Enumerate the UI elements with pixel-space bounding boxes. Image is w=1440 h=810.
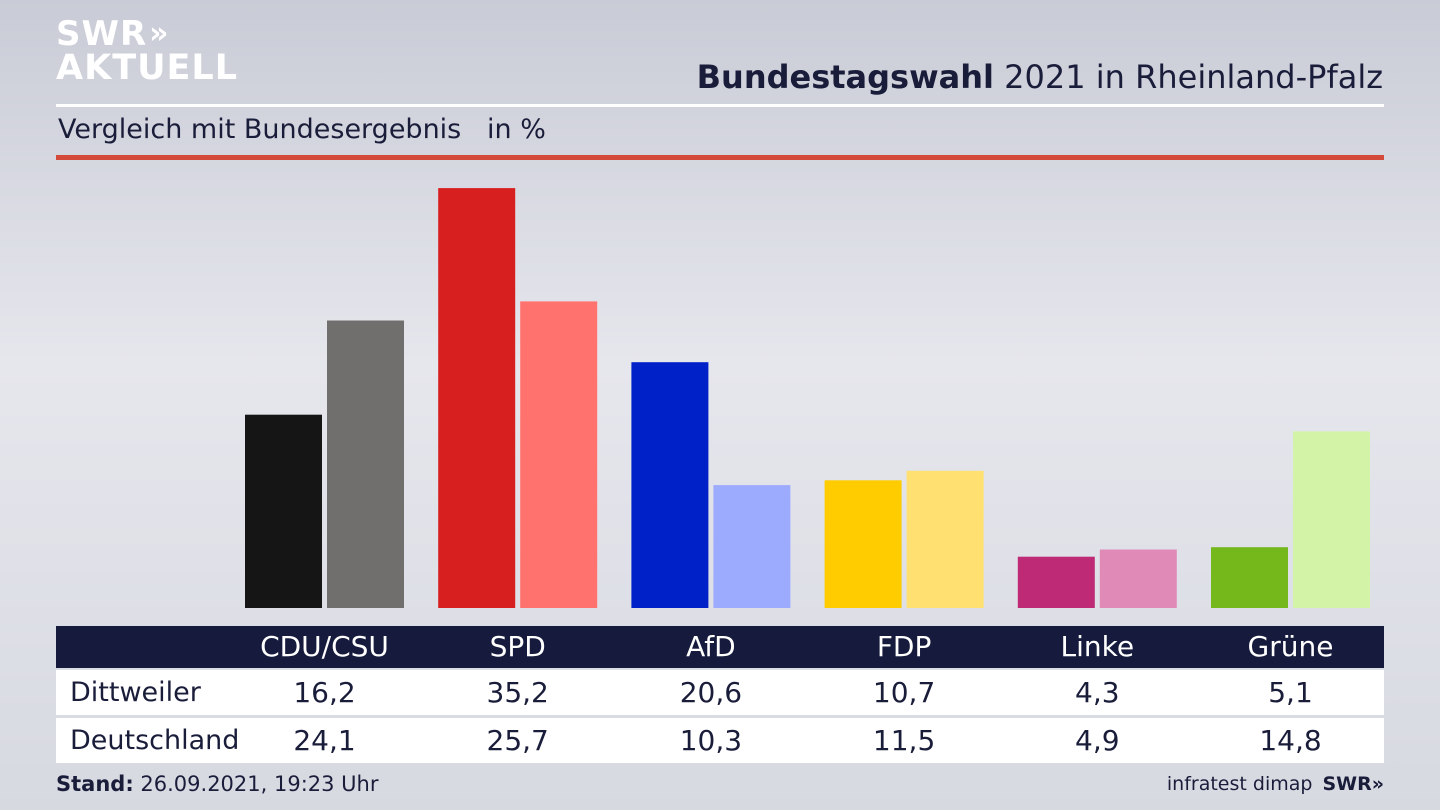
value-cell: 14,8: [1259, 724, 1322, 757]
value-cell: 10,3: [679, 724, 743, 757]
page-title: Bundestagswahl 2021 in Rheinland-Pfalz: [697, 58, 1383, 96]
table-row: Deutschland 24,1 25,7 10,3 11,5 4,9 14,8: [56, 718, 1384, 763]
row-label: Dittweiler: [70, 677, 201, 708]
chart-subtitle: Vergleich mit Bundesergebnis in %: [58, 114, 546, 145]
source-credit: infratest dimap SWR»: [1167, 773, 1384, 795]
swr-small-text: SWR: [1322, 773, 1372, 795]
timestamp: Stand: 26.09.2021, 19:23 Uhr: [56, 772, 379, 796]
bar-dittweiler-5: [1211, 547, 1288, 608]
stand-value: 26.09.2021, 19:23 Uhr: [133, 772, 379, 796]
stand-label: Stand:: [56, 772, 134, 796]
table-row: Dittweiler 16,2 35,2 20,6 10,7 4,3 5,1: [56, 670, 1384, 715]
table-header-row: CDU/CSU SPD AfD FDP Linke Grüne: [56, 626, 1384, 668]
bar-dittweiler-3: [824, 480, 902, 608]
logo-aktuell-text: AKTUELL: [56, 48, 239, 88]
logo-swr-text: SWR: [56, 14, 148, 54]
bar-dittweiler-1: [438, 188, 516, 608]
title-bold: Bundestagswahl: [696, 58, 994, 96]
value-cell: 20,6: [679, 676, 743, 709]
party-header: SPD: [489, 630, 546, 663]
header-divider: [56, 104, 1384, 107]
party-header: Grüne: [1247, 630, 1334, 663]
bar-dittweiler-0: [245, 414, 322, 608]
value-cell: 5,1: [1268, 676, 1313, 709]
party-header: FDP: [876, 630, 932, 663]
bar-deutschland-1: [520, 301, 598, 608]
bar-dittweiler-4: [1017, 556, 1095, 608]
swr-aktuell-logo: SWR» AKTUELL: [56, 14, 239, 88]
bar-deutschland-2: [713, 485, 791, 608]
bar-deutschland-3: [906, 470, 984, 608]
value-cell: 4,3: [1075, 676, 1120, 709]
value-cell: 16,2: [293, 676, 356, 709]
value-cell: 25,7: [486, 724, 549, 757]
party-header: CDU/CSU: [260, 630, 389, 663]
value-cell: 35,2: [486, 676, 549, 709]
row-label: Deutschland: [70, 725, 240, 756]
bar-dittweiler-2: [631, 362, 709, 608]
bar-deutschland-4: [1099, 549, 1177, 608]
value-cell: 11,5: [872, 724, 936, 757]
value-cell: 24,1: [293, 724, 356, 757]
value-cell: 10,7: [872, 676, 936, 709]
bar-deutschland-5: [1293, 431, 1370, 608]
swr-small-logo: SWR»: [1322, 773, 1384, 795]
source-text: infratest dimap: [1166, 773, 1313, 795]
bar-deutschland-0: [327, 320, 404, 608]
title-rest: 2021 in Rheinland-Pfalz: [994, 58, 1383, 96]
party-header: AfD: [686, 630, 736, 663]
subtitle-divider: [56, 155, 1384, 160]
party-header: Linke: [1060, 630, 1135, 663]
value-cell: 4,9: [1075, 724, 1120, 757]
results-table: CDU/CSU SPD AfD FDP Linke Grüne Dittweiler 16…: [56, 626, 1384, 763]
swr-small-arrows-icon: »: [1371, 773, 1384, 795]
